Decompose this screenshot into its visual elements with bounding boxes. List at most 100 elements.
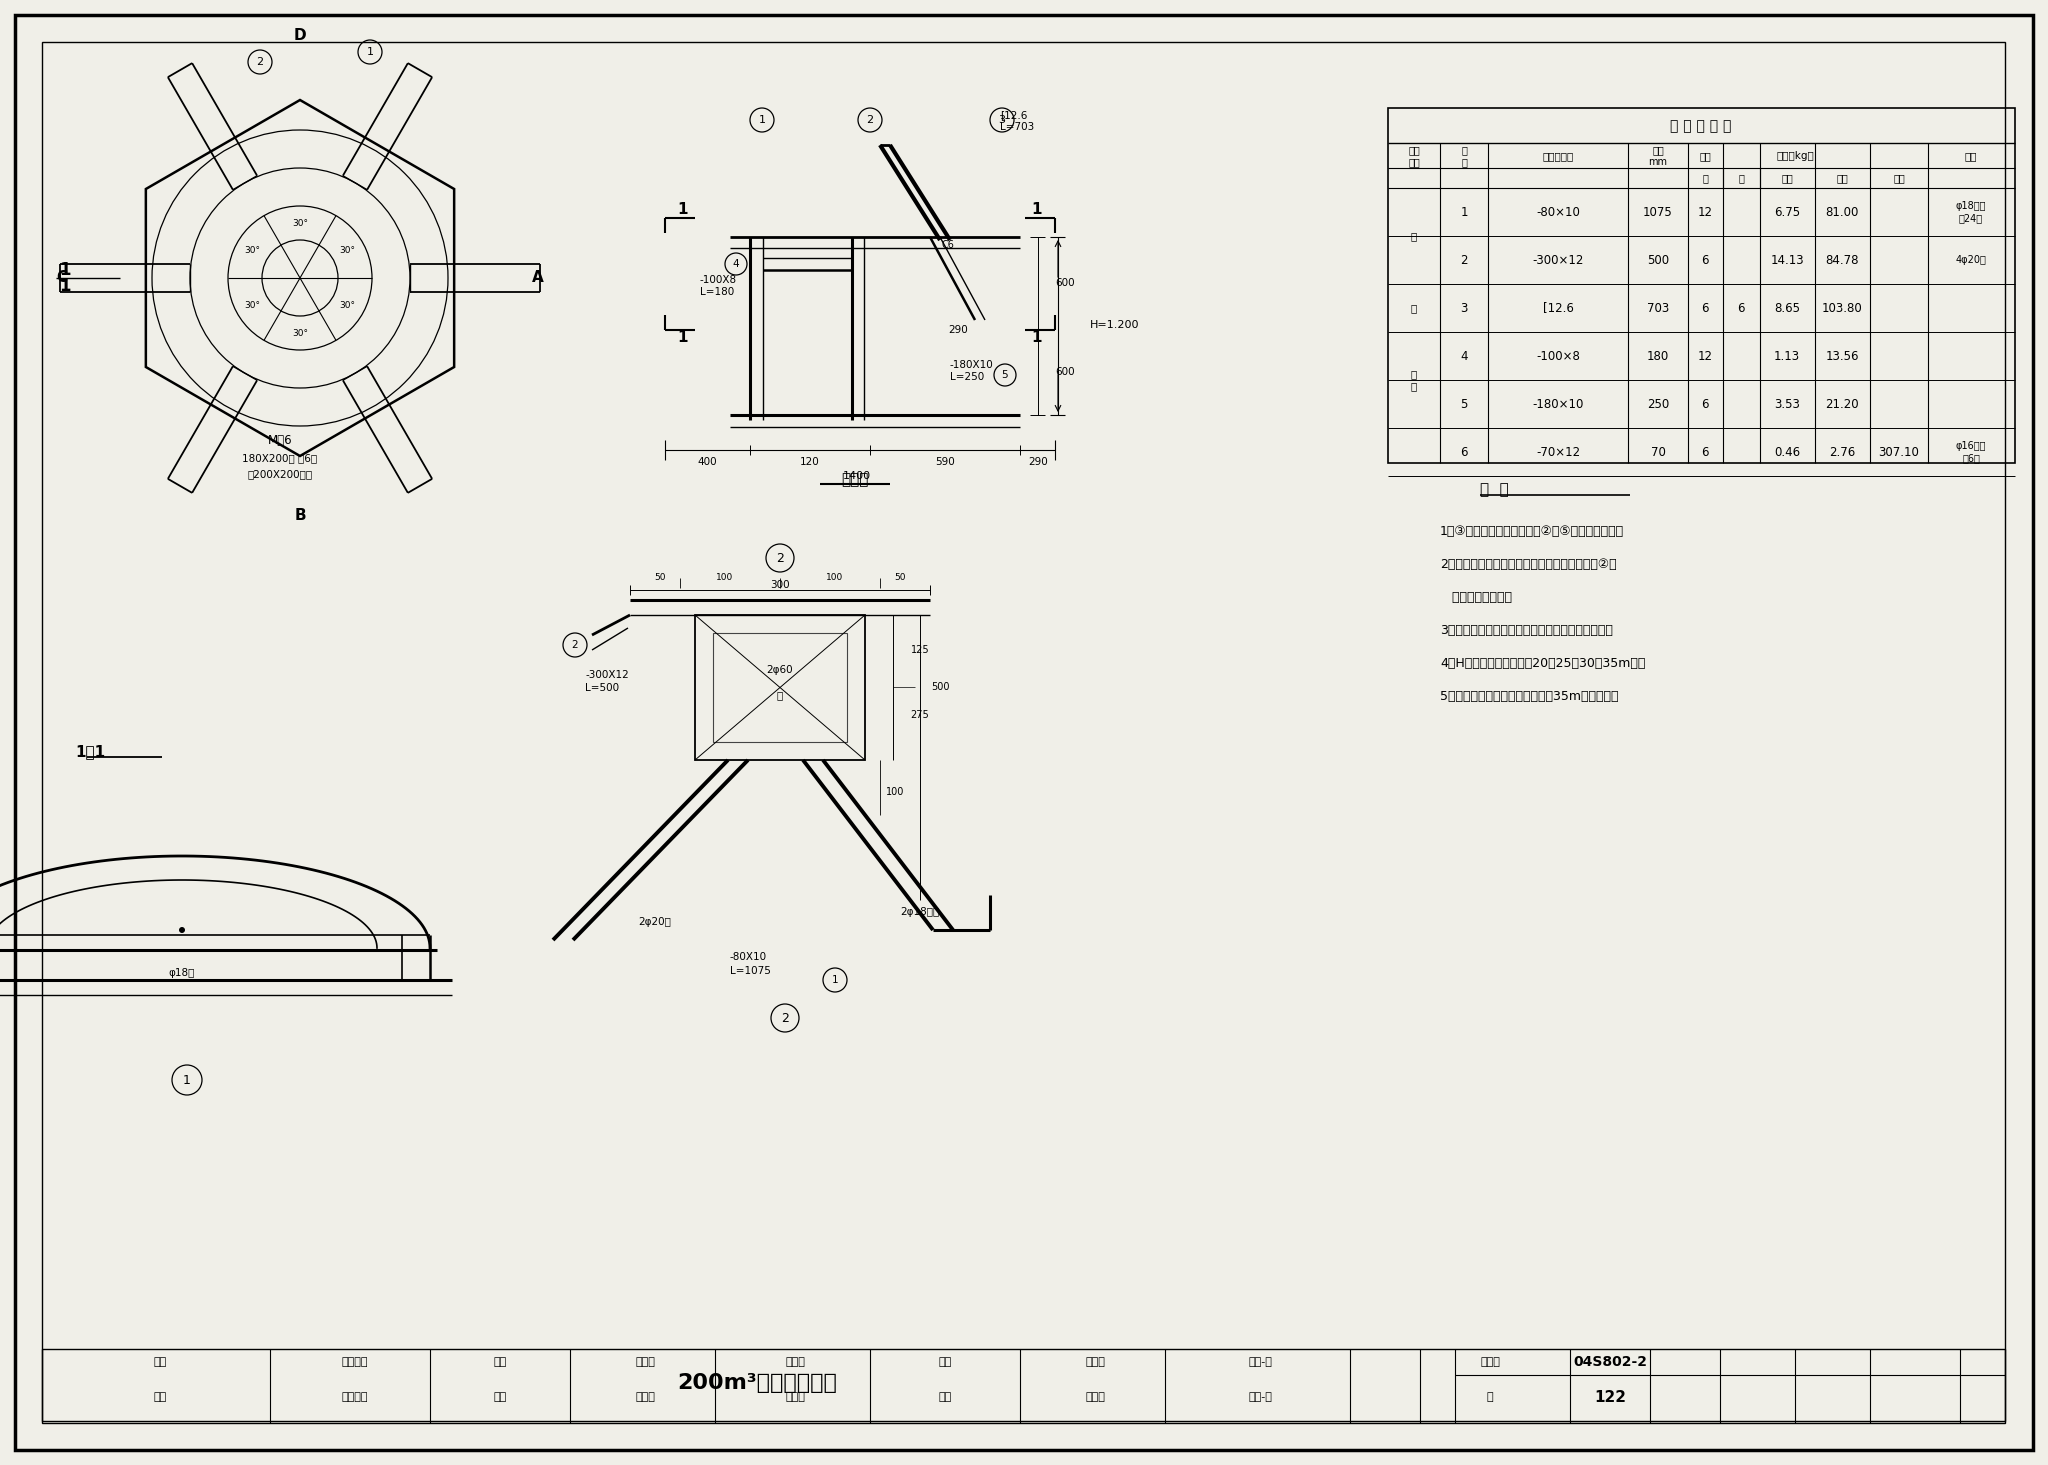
Text: 海南孔: 海南孔 — [784, 1357, 805, 1367]
Text: B: B — [295, 508, 305, 523]
Text: 30°: 30° — [244, 300, 260, 311]
Text: 100: 100 — [827, 573, 844, 583]
Text: 孔: 孔 — [776, 690, 782, 700]
Text: -300×12: -300×12 — [1532, 253, 1583, 267]
Text: 图集号: 图集号 — [1481, 1357, 1499, 1367]
Text: 81.00: 81.00 — [1825, 205, 1860, 218]
Text: 1、③两端应加工平整，在和②、⑤顶紧后再施焊。: 1、③两端应加工平整，在和②、⑤顶紧后再施焊。 — [1440, 524, 1624, 538]
Text: L=180: L=180 — [700, 287, 735, 297]
Text: 1: 1 — [1032, 202, 1042, 217]
Text: 50: 50 — [895, 573, 905, 583]
Text: C6: C6 — [942, 240, 954, 251]
Text: 600: 600 — [1055, 368, 1075, 377]
Text: 04S802-2: 04S802-2 — [1573, 1355, 1647, 1368]
Text: 3.53: 3.53 — [1774, 397, 1800, 410]
Text: 6.75: 6.75 — [1774, 205, 1800, 218]
Text: 4、H为水塔的有效高度（20、25、30、35m）。: 4、H为水塔的有效高度（20、25、30、35m）。 — [1440, 656, 1645, 670]
Text: 30°: 30° — [340, 246, 356, 255]
Text: 400: 400 — [696, 457, 717, 467]
Text: 2φ60: 2φ60 — [766, 665, 793, 675]
Bar — [694, 615, 864, 760]
Text: 钢支架: 钢支架 — [842, 473, 868, 488]
Text: L=1075: L=1075 — [729, 965, 770, 976]
Text: 6: 6 — [1702, 397, 1708, 410]
Text: 3、水筱座落于支架顶部后，才允许均勀放松吸杆。: 3、水筱座落于支架顶部后，才允许均勀放松吸杆。 — [1440, 624, 1614, 637]
Text: 1: 1 — [678, 202, 688, 217]
Text: φ16螺栌
剢6个: φ16螺栌 剢6个 — [1956, 441, 1987, 463]
Text: φ18螺栌
剢24个: φ18螺栌 剢24个 — [1956, 201, 1987, 223]
Text: 1－1: 1－1 — [76, 744, 104, 759]
Circle shape — [178, 927, 184, 933]
Text: A: A — [532, 271, 545, 286]
Text: 1: 1 — [59, 261, 72, 278]
Text: 1: 1 — [59, 277, 72, 294]
Text: 300: 300 — [770, 580, 791, 590]
Text: 5: 5 — [1001, 371, 1008, 379]
Text: 30°: 30° — [244, 246, 260, 255]
Text: 500: 500 — [930, 683, 950, 691]
Text: 590: 590 — [936, 457, 954, 467]
Text: 设计: 设计 — [938, 1392, 952, 1402]
Text: 290: 290 — [948, 325, 969, 335]
Text: 页: 页 — [1487, 1392, 1493, 1402]
Text: 5、括号内数据仅属于有效高度为35m高的水塔。: 5、括号内数据仅属于有效高度为35m高的水塔。 — [1440, 690, 1618, 703]
Text: 归黄石三: 归黄石三 — [342, 1392, 369, 1402]
Text: 共重: 共重 — [1837, 173, 1847, 183]
Text: 4φ20孔: 4φ20孔 — [1956, 255, 1987, 265]
Text: 14.13: 14.13 — [1769, 253, 1804, 267]
Text: 散: 散 — [1411, 303, 1417, 314]
Text: 6: 6 — [1737, 302, 1745, 315]
Text: 板
散: 板 散 — [1411, 369, 1417, 391]
Text: 6: 6 — [1702, 445, 1708, 459]
Bar — [43, 1349, 2005, 1423]
Text: 2: 2 — [776, 551, 784, 564]
Text: 说  明: 说 明 — [1481, 482, 1509, 498]
Text: 陈夏声: 陈夏声 — [635, 1357, 655, 1367]
Text: 顶面在同一标高。: 顶面在同一标高。 — [1440, 590, 1511, 604]
Text: -180X10: -180X10 — [950, 360, 993, 371]
Text: 8.65: 8.65 — [1774, 302, 1800, 315]
Text: 103.80: 103.80 — [1821, 302, 1862, 315]
Text: 500: 500 — [1647, 253, 1669, 267]
Text: L=250: L=250 — [950, 372, 985, 382]
Text: 6: 6 — [1702, 253, 1708, 267]
Text: 2: 2 — [1460, 253, 1468, 267]
Text: 设计: 设计 — [938, 1357, 952, 1367]
Text: 审核: 审核 — [154, 1392, 166, 1402]
Text: 6: 6 — [1460, 445, 1468, 459]
Text: 1: 1 — [367, 47, 373, 57]
Text: 30°: 30° — [293, 218, 307, 227]
Text: 审核: 审核 — [154, 1357, 166, 1367]
Text: 250: 250 — [1647, 397, 1669, 410]
Text: 12: 12 — [1698, 350, 1712, 362]
Text: 200m³水塔钢支架图: 200m³水塔钢支架图 — [678, 1373, 838, 1393]
Text: 归黄石三: 归黄石三 — [342, 1357, 369, 1367]
Text: 0.46: 0.46 — [1774, 445, 1800, 459]
Text: 王华峰: 王华峰 — [1085, 1392, 1106, 1402]
Text: 1: 1 — [1032, 331, 1042, 346]
Text: 2.76: 2.76 — [1829, 445, 1855, 459]
Text: 刁白-宁: 刁白-宁 — [1247, 1357, 1272, 1367]
Text: -100×8: -100×8 — [1536, 350, 1579, 362]
Text: 反: 反 — [1739, 173, 1745, 183]
Text: 3: 3 — [999, 114, 1006, 125]
Text: 编
号: 编 号 — [1460, 145, 1466, 167]
Text: -80X10: -80X10 — [729, 952, 768, 963]
Text: 单重: 单重 — [1782, 173, 1792, 183]
Text: 1400: 1400 — [844, 472, 870, 481]
Text: 1: 1 — [678, 331, 688, 346]
Text: H=1.200: H=1.200 — [1090, 319, 1139, 330]
Text: 2: 2 — [571, 640, 578, 650]
Text: 84.78: 84.78 — [1825, 253, 1860, 267]
Text: [12.6: [12.6 — [1542, 302, 1573, 315]
Text: -80×10: -80×10 — [1536, 205, 1579, 218]
Text: 600: 600 — [1055, 278, 1075, 289]
Text: 2: 2 — [866, 114, 874, 125]
Text: 2: 2 — [780, 1011, 788, 1024]
Text: 125: 125 — [911, 645, 930, 655]
Text: 180X200柱 共6个: 180X200柱 共6个 — [242, 453, 317, 463]
Text: 正: 正 — [1702, 173, 1708, 183]
Text: 总重: 总重 — [1892, 173, 1905, 183]
Text: -100X8: -100X8 — [700, 275, 737, 286]
Text: 4: 4 — [1460, 350, 1468, 362]
